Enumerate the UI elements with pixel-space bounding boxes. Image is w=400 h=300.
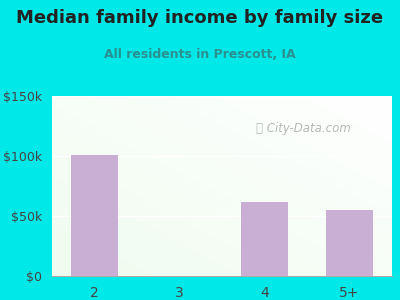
Text: All residents in Prescott, IA: All residents in Prescott, IA (104, 48, 296, 61)
Text: Median family income by family size: Median family income by family size (16, 9, 384, 27)
Bar (71, 155, 118, 276)
Bar (241, 202, 288, 276)
Bar (326, 210, 373, 276)
Text: ⓘ City-Data.com: ⓘ City-Data.com (256, 122, 351, 135)
